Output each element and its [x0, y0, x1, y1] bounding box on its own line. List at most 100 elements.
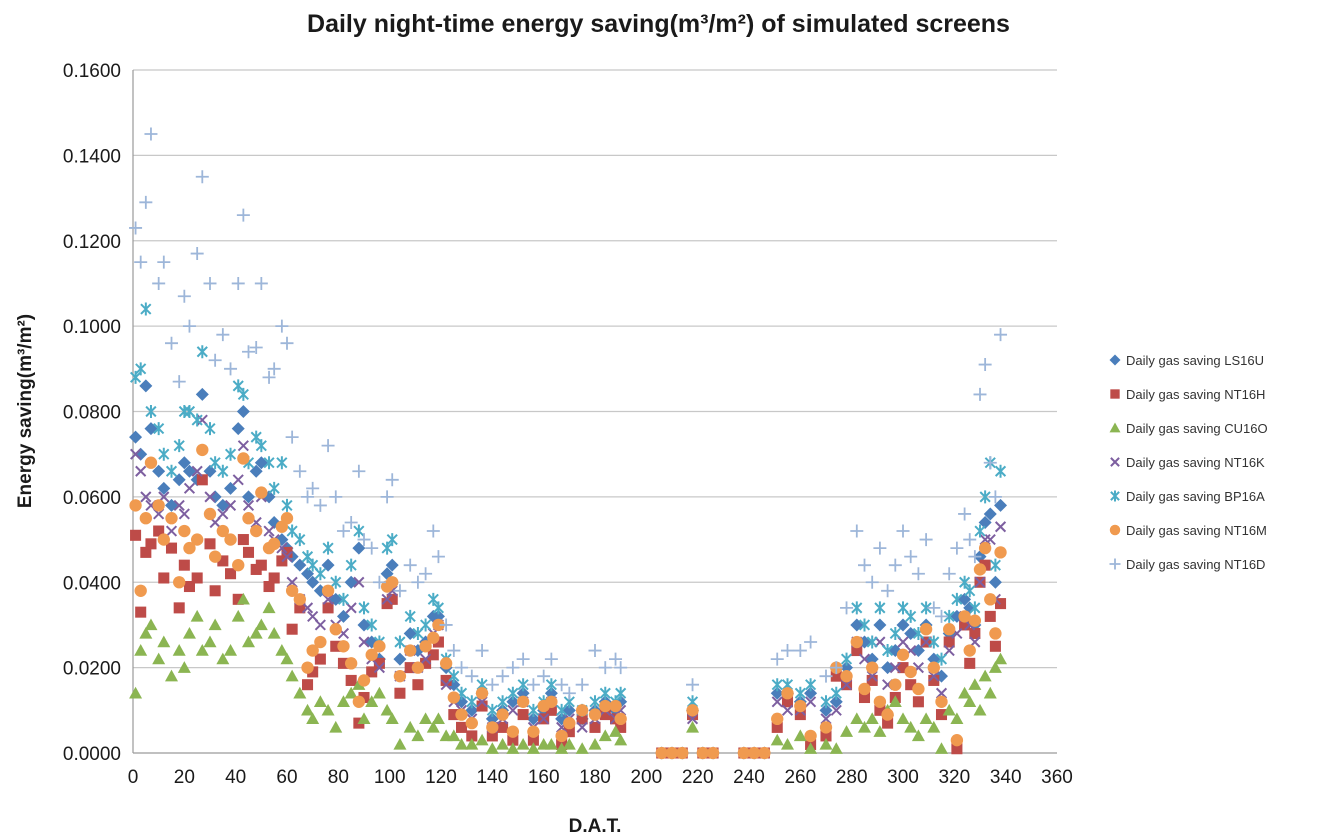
data-point — [129, 686, 143, 699]
data-point — [973, 703, 987, 716]
data-point — [165, 336, 178, 350]
data-point — [830, 670, 842, 682]
legend-item: Daily gas saving BP16A — [1108, 479, 1313, 513]
gridlines — [133, 69, 1057, 669]
data-point — [204, 538, 216, 550]
data-point — [563, 716, 576, 730]
data-point — [978, 515, 992, 529]
data-point — [381, 593, 393, 605]
data-point — [737, 746, 751, 760]
data-point — [897, 662, 909, 674]
data-point — [329, 720, 343, 733]
data-point — [770, 686, 784, 700]
data-point — [152, 652, 166, 665]
data-point — [486, 703, 498, 717]
data-point — [217, 464, 229, 478]
x-tick-label: 20 — [174, 767, 195, 788]
data-point — [544, 652, 558, 666]
data-point — [173, 576, 186, 589]
data-point — [153, 525, 165, 537]
data-point — [905, 609, 917, 623]
data-point — [943, 609, 955, 623]
data-point — [904, 720, 918, 733]
legend-item: Daily gas saving NT16D — [1108, 547, 1313, 581]
data-point — [989, 640, 1001, 652]
data-point — [345, 558, 357, 572]
data-point — [172, 375, 186, 389]
legend-label: Daily gas saving LS16U — [1126, 352, 1265, 368]
data-point — [286, 623, 298, 635]
data-point — [275, 319, 289, 333]
data-point — [178, 524, 191, 538]
data-point — [676, 746, 689, 760]
data-point — [165, 464, 178, 478]
data-point — [144, 127, 158, 141]
data-point — [232, 593, 244, 605]
data-point — [958, 686, 972, 699]
data-point — [393, 737, 407, 750]
data-point — [988, 661, 1002, 673]
data-point — [896, 648, 910, 661]
x-axis-title: D.A.T. — [569, 816, 622, 837]
data-point — [588, 737, 602, 750]
data-point — [337, 592, 350, 606]
data-point — [224, 362, 238, 376]
data-point — [380, 490, 394, 504]
data-point — [242, 512, 255, 525]
data-point — [190, 533, 204, 546]
data-point — [330, 640, 342, 652]
data-point — [182, 626, 196, 639]
data-point — [294, 533, 306, 547]
data-point — [285, 669, 299, 682]
data-point — [456, 721, 468, 733]
data-point — [486, 730, 498, 742]
x-tick-label: 220 — [682, 767, 714, 788]
data-point — [527, 725, 540, 738]
data-point — [322, 541, 334, 555]
data-point — [516, 737, 530, 750]
data-point — [973, 387, 987, 401]
data-point — [337, 640, 350, 653]
data-point — [321, 584, 335, 597]
data-point — [866, 670, 878, 682]
data-point — [195, 170, 209, 184]
data-point — [203, 507, 217, 521]
data-point — [242, 546, 255, 558]
data-point — [224, 533, 237, 546]
data-point — [959, 619, 971, 631]
data-point — [280, 336, 294, 350]
data-point — [476, 700, 488, 712]
data-point — [134, 644, 148, 656]
data-point — [190, 609, 204, 622]
data-point — [830, 686, 842, 700]
data-point — [358, 636, 370, 648]
data-point — [394, 635, 406, 649]
data-point — [183, 580, 195, 593]
legend-label: Daily gas saving CU16O — [1126, 420, 1268, 436]
data-point — [575, 678, 589, 692]
data-point — [866, 635, 878, 649]
data-point — [419, 640, 432, 653]
data-point — [874, 601, 886, 615]
data-point — [447, 729, 461, 742]
legend-marker-icon — [1109, 524, 1121, 536]
data-point — [889, 662, 901, 674]
data-point — [216, 328, 230, 342]
data-point — [294, 602, 306, 614]
data-point — [497, 695, 509, 709]
data-point — [306, 644, 319, 657]
data-point — [820, 730, 832, 742]
data-point — [249, 626, 263, 639]
data-point — [380, 703, 394, 716]
data-point — [978, 541, 992, 555]
data-point — [562, 686, 576, 700]
data-point — [412, 679, 424, 691]
data-point — [968, 614, 982, 627]
data-point — [829, 661, 843, 675]
data-point — [393, 584, 407, 598]
data-point — [919, 712, 933, 725]
data-point — [139, 626, 153, 639]
data-point — [588, 644, 602, 658]
data-point — [994, 546, 1007, 559]
